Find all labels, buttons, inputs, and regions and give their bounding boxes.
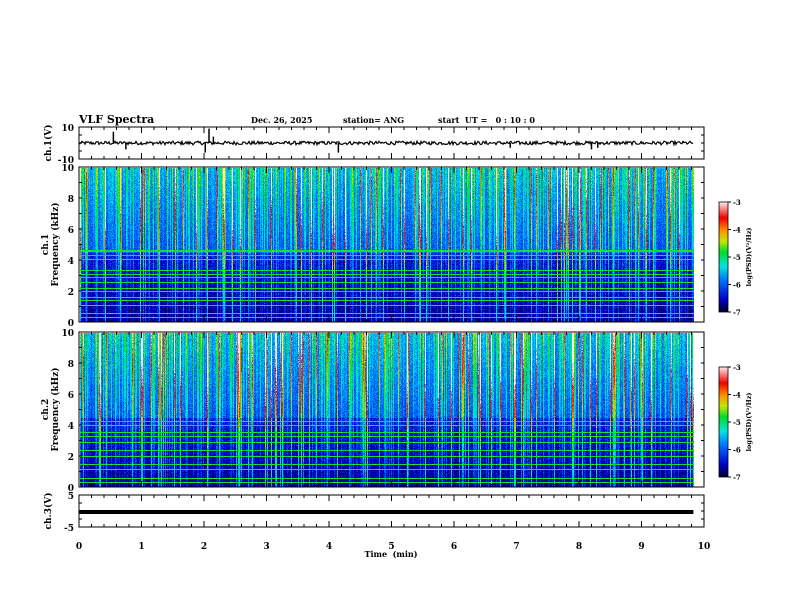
x-tick-label: 0 (76, 542, 82, 552)
x-tick-label: 5 (388, 542, 394, 552)
y-tick-label: 0 (68, 319, 74, 329)
colorbar-tick-label: -5 (733, 418, 741, 427)
y-tick-label: 5 (68, 492, 74, 502)
x-tick-label: 7 (513, 542, 519, 552)
y-axis-label: Frequency (kHz) (50, 367, 61, 451)
y-tick-label: 2 (68, 288, 74, 298)
colorbar-label: log(PSD)(V²/Hz) (745, 393, 753, 452)
colorbar-tick-label: -4 (733, 391, 741, 400)
ch2-colorbar (719, 367, 728, 477)
y-tick-label: -5 (64, 524, 74, 534)
x-tick-label: 2 (201, 542, 207, 552)
ch1-colorbar (719, 202, 728, 312)
x-tick-label: 1 (138, 542, 144, 552)
y-tick-label: 8 (68, 195, 74, 205)
panel-frame-ch2-spectrogram (78, 331, 705, 488)
panel-frame-ch1-spectrogram (78, 166, 705, 323)
ch1-waveform-trace (78, 139, 694, 147)
x-tick-label: 3 (263, 542, 269, 552)
colorbar-tick-label: -5 (733, 253, 741, 262)
y-axis-label: ch.3(V) (43, 493, 54, 530)
y-tick-label: 10 (61, 329, 74, 339)
colorbar-tick-label: -7 (733, 473, 741, 482)
x-tick-label: 4 (326, 542, 332, 552)
colorbar-frame (718, 366, 729, 478)
x-tick-label: 9 (638, 542, 644, 552)
colorbar-label: log(PSD)(V²/Hz) (745, 228, 753, 287)
colorbar-frame (718, 201, 729, 313)
station-label: station= ANG (343, 115, 404, 125)
y-axis-label: Frequency (kHz) (50, 202, 61, 286)
y-tick-label: 4 (68, 257, 74, 267)
y-axis-label: ch.1(V) (43, 125, 54, 162)
colorbar-tick-label: -4 (733, 226, 741, 235)
date-label: Dec. 26, 2025 (251, 115, 312, 125)
colorbar-tick-label: -6 (733, 446, 741, 455)
colorbar-tick-label: -6 (733, 281, 741, 290)
colorbar-tick-label: -3 (733, 198, 741, 207)
x-tick-label: 10 (698, 542, 711, 552)
y-tick-label: 4 (68, 422, 74, 432)
figure-title: VLF Spectra (78, 113, 154, 126)
y-tick-label: 10 (61, 124, 74, 134)
y-tick-label: 2 (68, 453, 74, 463)
y-axis-channel-label: ch.1 (41, 234, 51, 255)
start-time-label: start UT = 0 : 10 : 0 (438, 115, 535, 125)
y-tick-label: -10 (58, 156, 74, 166)
y-tick-label: 0 (68, 484, 74, 494)
y-tick-label: 6 (68, 226, 74, 236)
x-tick-label: 6 (451, 542, 457, 552)
ch1-spectrogram-image (80, 168, 704, 322)
colorbar-tick-label: -7 (733, 308, 741, 317)
y-tick-label: 10 (61, 164, 74, 174)
x-axis-label: Time (min) (364, 549, 417, 559)
colorbar-tick-label: -3 (733, 363, 741, 372)
y-tick-label: 8 (68, 360, 74, 370)
y-tick-label: 6 (68, 391, 74, 401)
ch2-spectrogram-image (80, 333, 704, 487)
x-tick-label: 8 (576, 542, 582, 552)
y-axis-channel-label: ch.2 (41, 399, 51, 420)
